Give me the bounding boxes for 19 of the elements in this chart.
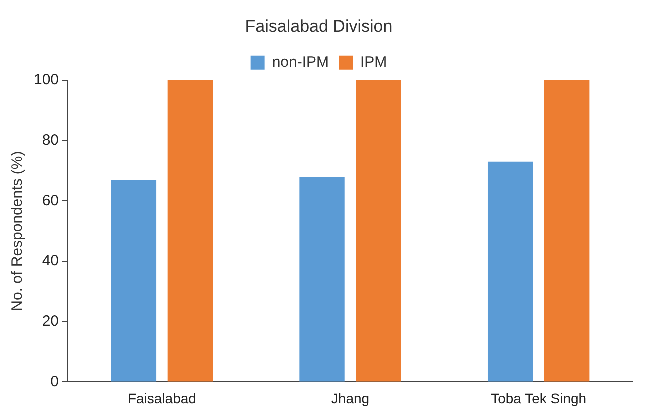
x-tick-label: Jhang — [331, 390, 370, 406]
y-tick-label: 0 — [50, 373, 60, 390]
y-tick-label: 40 — [42, 252, 60, 270]
bar — [488, 162, 534, 382]
y-tick-label: 60 — [42, 192, 60, 210]
y-tick-label: 20 — [42, 312, 60, 330]
bar — [356, 80, 402, 382]
x-tick-label: Toba Tek Singh — [491, 390, 587, 406]
bar — [300, 176, 345, 382]
y-tick-label: 100 — [34, 72, 60, 89]
chart-title: Faisalabad Division — [245, 16, 393, 36]
x-tick-label: Faisalabad — [128, 390, 196, 406]
bar — [544, 80, 590, 382]
y-axis-title: No. of Respondents (%) — [9, 151, 26, 312]
y-tick-label: 80 — [42, 132, 60, 149]
legend-label: non-IPM — [272, 54, 330, 72]
bar — [111, 180, 157, 382]
bar — [168, 80, 214, 382]
legend-label: IPM — [360, 54, 388, 72]
